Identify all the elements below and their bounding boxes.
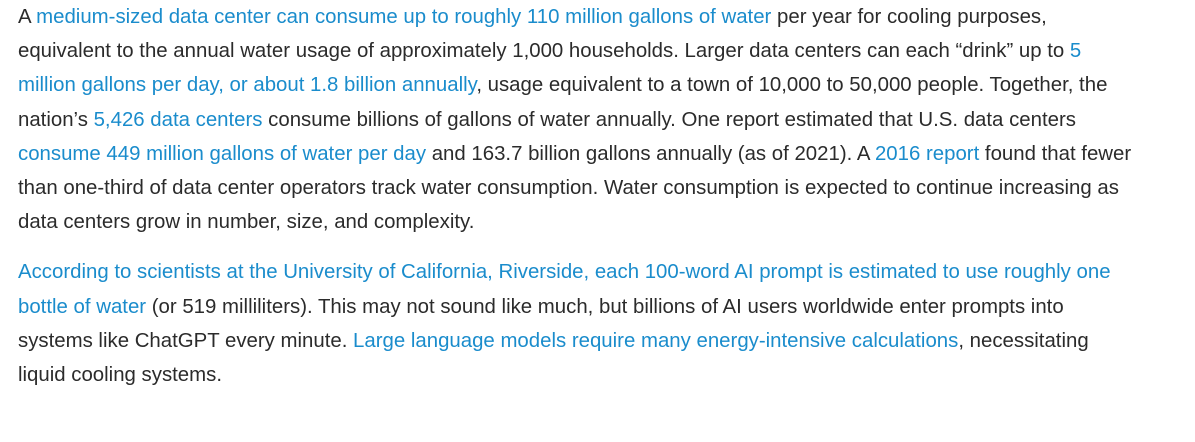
paragraph-text: (or 519 milliliters). This may not sound… bbox=[18, 295, 1064, 352]
link-449-million-gallons-per-day[interactable]: consume 449 million gallons of water per… bbox=[18, 142, 427, 165]
paragraph-text: per year for cooling purposes, equivalen… bbox=[18, 6, 1070, 63]
paragraph-text: found that fewer than one-third of data … bbox=[18, 142, 1132, 234]
paragraph-text: and 163.7 billion gallons annually (as o… bbox=[426, 142, 875, 165]
link-5-million-gallons-per-day[interactable]: 5 million gallons per day, or about 1.8 … bbox=[18, 40, 1082, 97]
paragraph-text: consume billions of gallons of water ann… bbox=[262, 108, 1076, 131]
paragraph-ai-prompts: According to scientists at the Universit… bbox=[18, 255, 1133, 392]
paragraph-text: A bbox=[18, 6, 37, 28]
link-medium-data-center-water[interactable]: medium-sized data center can consume up … bbox=[36, 6, 772, 28]
paragraph-water-usage: A medium-sized data center can consume u… bbox=[18, 0, 1133, 239]
link-uc-riverside-ai-prompt[interactable]: According to scientists at the Universit… bbox=[18, 261, 1111, 318]
link-2016-report[interactable]: 2016 report bbox=[874, 142, 980, 165]
link-5426-data-centers[interactable]: 5,426 data centers bbox=[93, 108, 263, 131]
paragraph-text: , usage equivalent to a town of 10,000 t… bbox=[18, 74, 1108, 131]
link-llm-energy-intensive[interactable]: Large language models require many energ… bbox=[353, 329, 959, 352]
paragraph-text: , necessitating liquid cooling systems. bbox=[18, 329, 1089, 387]
article-body: A medium-sized data center can consume u… bbox=[18, 0, 1133, 392]
